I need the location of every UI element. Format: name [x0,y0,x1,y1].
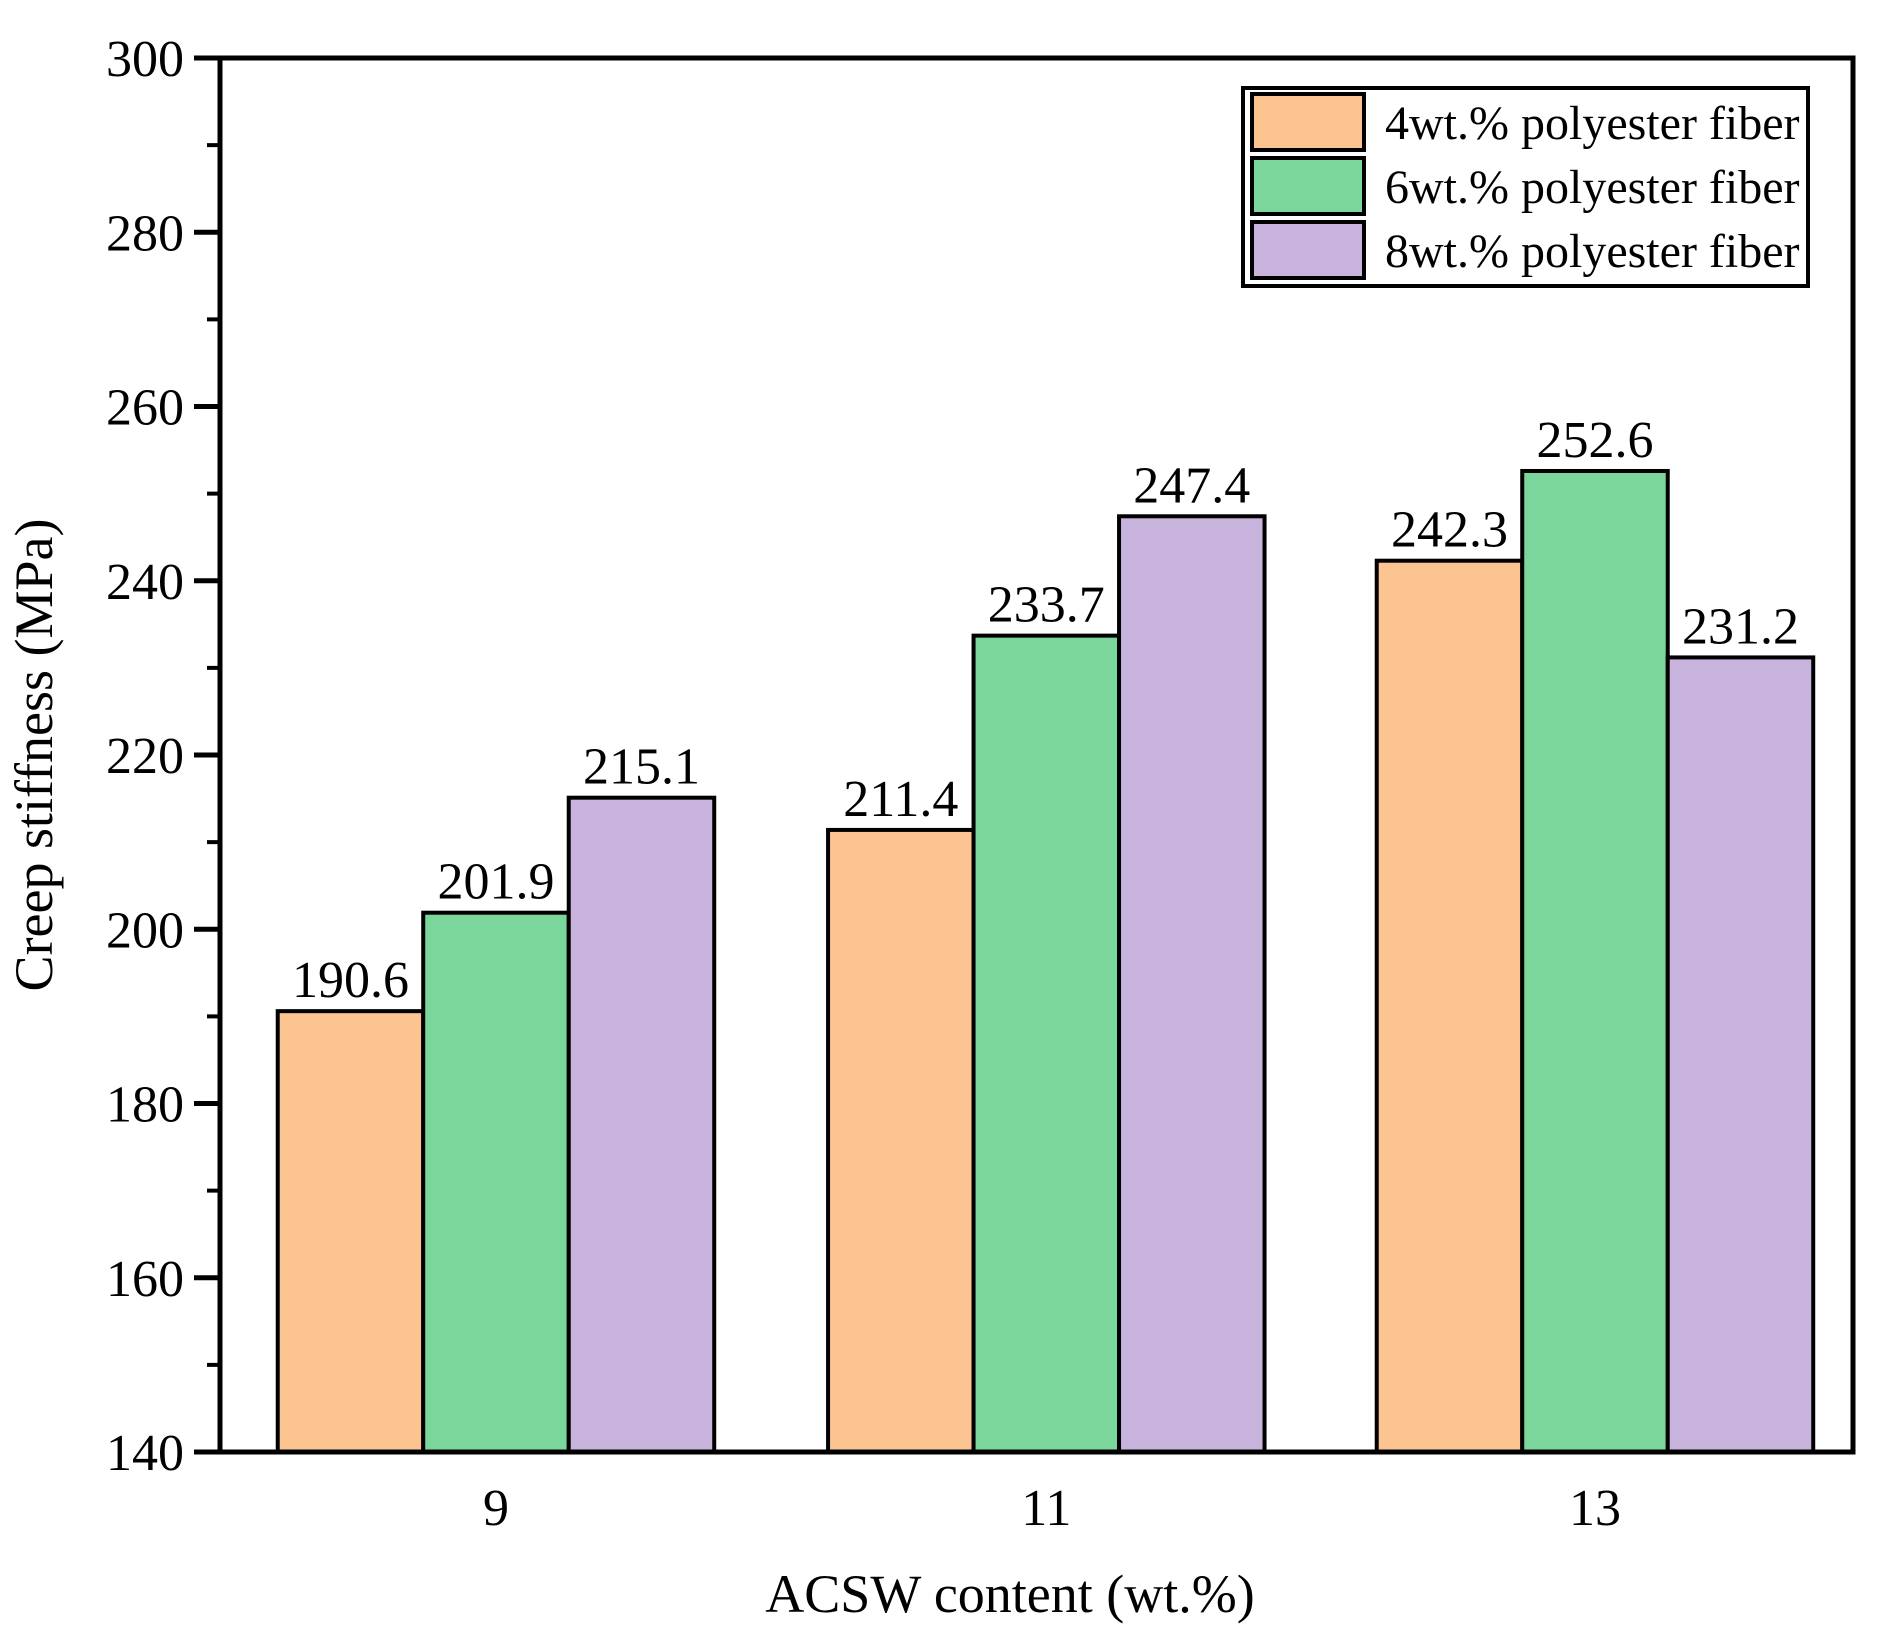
bar-value-label: 252.6 [1536,412,1653,469]
bar-value-label: 231.2 [1682,598,1799,655]
y-tick-label: 180 [106,1077,184,1134]
y-tick-label: 260 [106,380,184,437]
bar-value-label: 233.7 [988,577,1105,634]
x-tick-label: 13 [1569,1480,1621,1537]
x-axis-tick-labels: 9 11 13 [483,1480,1621,1537]
legend-swatch-series2 [1250,156,1366,216]
x-tick-label: 11 [1021,1480,1071,1537]
bar-value-label: 242.3 [1391,502,1508,559]
y-tick-label: 240 [106,554,184,611]
x-tick-label: 9 [483,1480,509,1537]
bar-value-label: 215.1 [583,739,700,796]
y-tick-label: 220 [106,728,184,785]
legend: 4wt.% polyester fiber 6wt.% polyester fib… [1241,86,1810,288]
legend-swatch-series3 [1250,220,1366,280]
legend-label: 6wt.% polyester fiber [1385,161,1800,214]
bar-value-label: 201.9 [437,854,554,911]
y-axis-title: Creep stiffness (MPa) [4,519,64,992]
bars: 190.6 201.9 215.1 211.4 233.7 247.4 242.3 252.6… [275,412,1816,1455]
legend-label: 4wt.% polyester fiber [1385,97,1800,150]
y-tick-label: 200 [106,902,184,959]
bar-value-label: 211.4 [843,771,958,828]
bar-series2-group2 [971,633,1122,1454]
x-axis-title: ACSW content (wt.%) [765,1564,1254,1624]
bar-series3-group2 [1117,514,1267,1454]
y-tick-label: 140 [106,1425,184,1482]
bar-series1-group3 [1374,558,1525,1454]
bar-value-label: 190.6 [292,952,409,1009]
bar-series2-group3 [1520,468,1670,1455]
y-tick-label: 280 [106,205,184,262]
legend-swatch-series1 [1250,92,1366,152]
bar-series2-group1 [421,910,571,1454]
bar-series3-group3 [1665,655,1816,1454]
plot-frame [217,55,1856,1455]
bar-series3-group1 [566,795,717,1454]
bar-value-label: 247.4 [1133,457,1250,514]
y-axis-ticks: 140 160 180 200 220 240 260 280 300 [106,31,220,1482]
y-tick-label: 160 [106,1251,184,1308]
legend-label: 8wt.% polyester fiber [1385,225,1800,278]
y-tick-label: 300 [106,31,184,88]
bar-series1-group2 [826,827,976,1454]
bar-series1-group1 [275,1009,426,1455]
